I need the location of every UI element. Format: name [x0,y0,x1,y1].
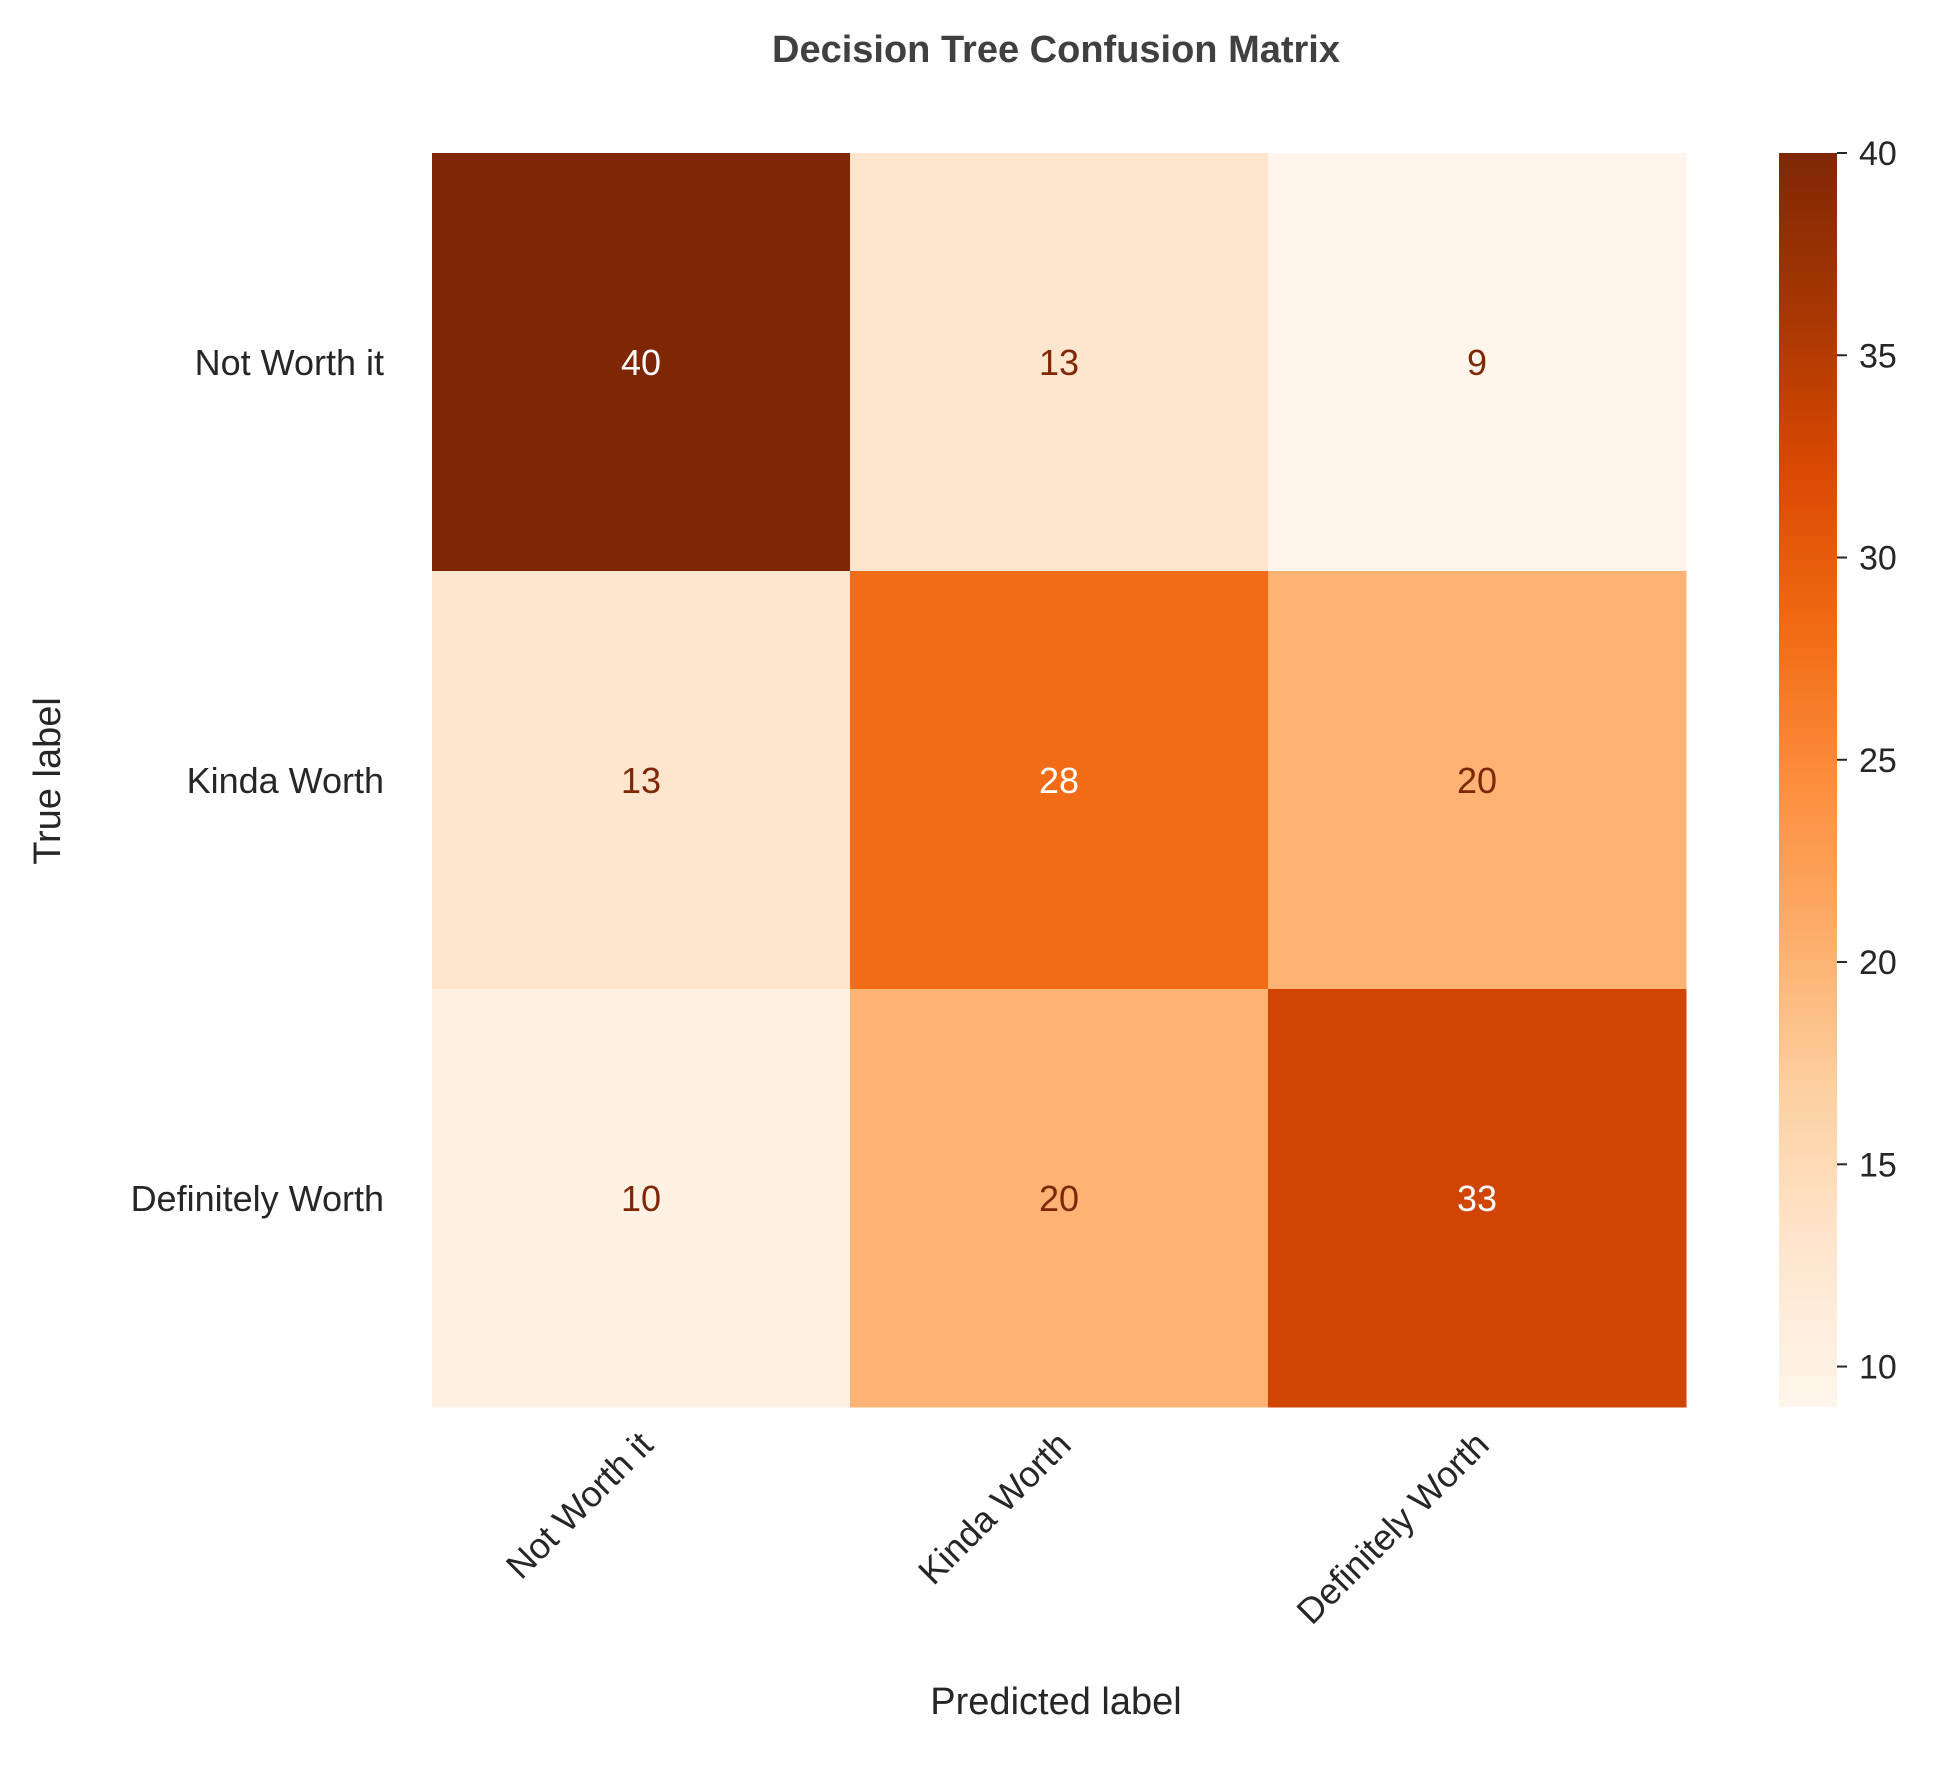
colorbar-tick-label: 30 [1859,540,1897,578]
x-tick-label: Not Worth it [498,1424,661,1587]
colorbar-tick-label: 40 [1859,135,1897,173]
cell-value-label: 28 [1039,760,1079,801]
heatmap-cell [1268,989,1687,1408]
heatmap-cell [850,571,1269,990]
colorbar: 10 15 20 25 30 35 40 [1779,135,1897,1407]
x-tick-label: Definitely Worth [1288,1424,1496,1632]
cell-value-label: 40 [621,342,661,383]
colorbar-gradient [1779,153,1837,1407]
y-axis-label: True label [27,697,69,865]
cell-value-label: 13 [621,760,661,801]
colorbar-tick-label: 20 [1859,944,1897,982]
y-tick-labels: Not Worth it Kinda Worth Definitely Worth [131,342,384,1219]
cell-value-label: 10 [621,1178,661,1219]
heatmap-cell [432,153,851,572]
chart-title: Decision Tree Confusion Matrix [772,29,1340,71]
heatmap-cell [1268,571,1687,990]
heatmap-cells [432,153,1687,1408]
heatmap-cell [850,153,1269,572]
heatmap-cell [432,989,851,1408]
heatmap-cell [850,989,1269,1408]
cell-value-label: 33 [1457,1178,1497,1219]
cell-value-label: 20 [1457,760,1497,801]
cell-value-label: 20 [1039,1178,1079,1219]
x-axis-label: Predicted label [930,1681,1181,1723]
colorbar-tick-label: 25 [1859,742,1897,780]
colorbar-tick-label: 35 [1859,337,1897,375]
heatmap-cell [432,571,851,990]
heatmap-cell [1268,153,1687,572]
y-tick-label: Kinda Worth [187,760,384,801]
y-tick-label: Not Worth it [195,342,384,383]
cell-value-labels: 40 13 9 13 28 20 10 20 33 [621,342,1497,1219]
cell-value-label: 13 [1039,342,1079,383]
x-tick-labels: Not Worth it Kinda Worth Definitely Worth [498,1424,1497,1632]
colorbar-tick-label: 10 [1859,1349,1897,1387]
y-tick-label: Definitely Worth [131,1178,384,1219]
x-tick-label: Kinda Worth [910,1424,1079,1593]
colorbar-tick-label: 15 [1859,1146,1897,1184]
cell-value-label: 9 [1467,342,1487,383]
